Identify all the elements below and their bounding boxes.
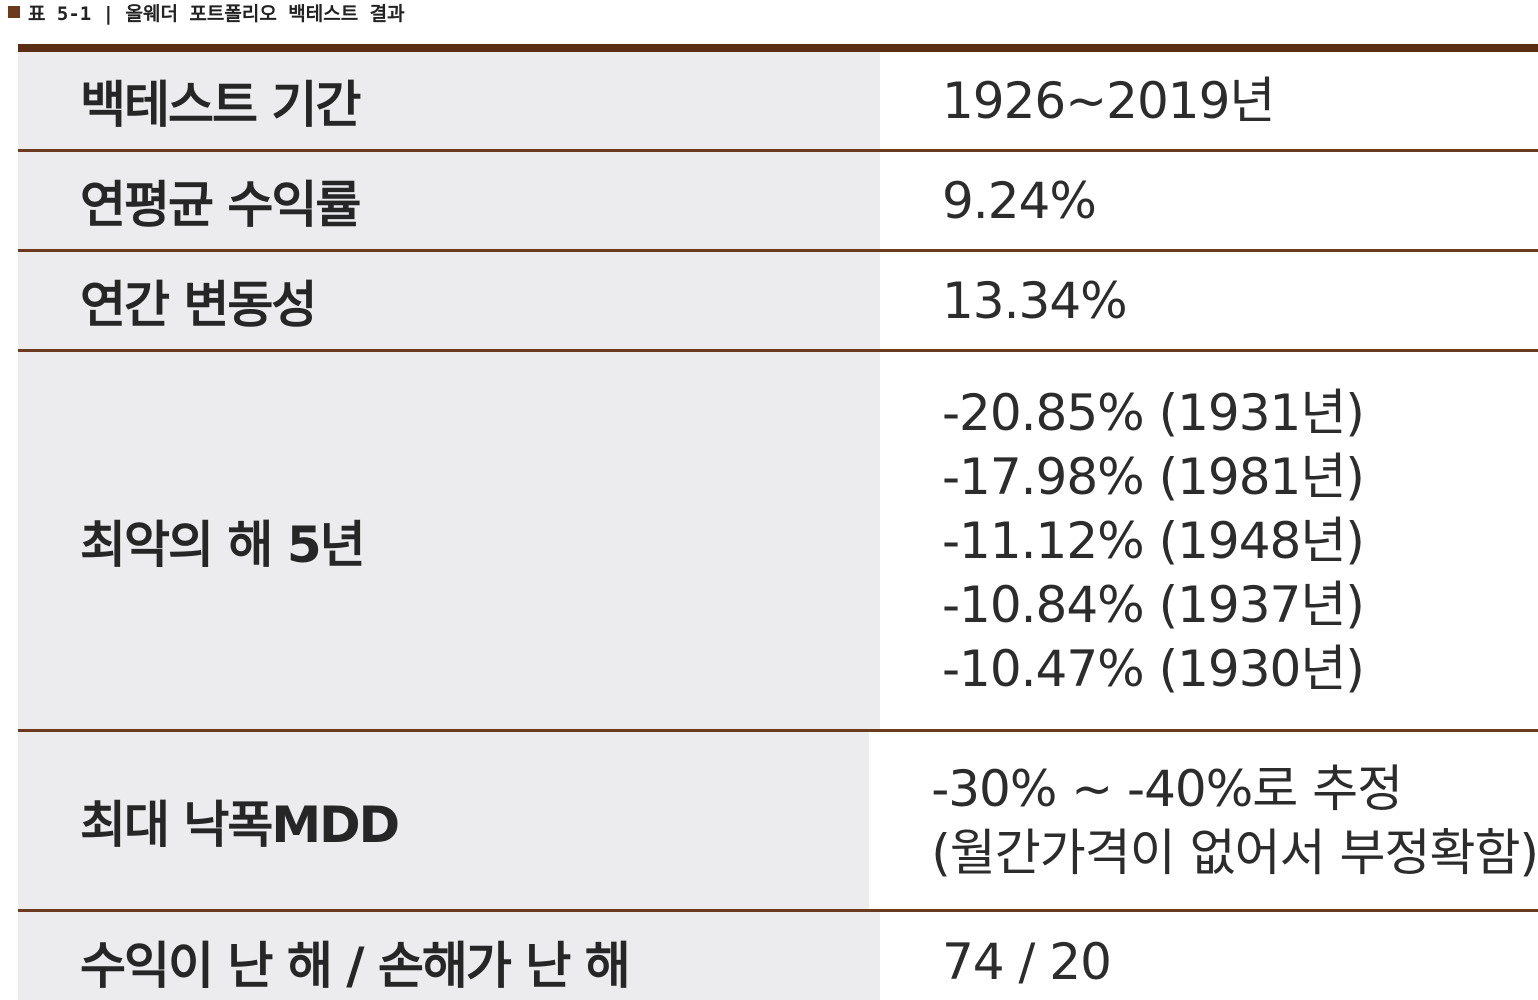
value-line: 9.24% <box>942 171 1097 230</box>
row-value: 1926~2019년 <box>880 52 1538 149</box>
value-line: 1926~2019년 <box>942 71 1275 130</box>
row-label: 최악의 해 5년 <box>18 352 880 729</box>
row-value: -30% ~ -40%로 추정 (월간가격이 없어서 부정확함) <box>869 732 1538 909</box>
value-line: -10.84% (1937년) <box>942 575 1365 634</box>
row-value: 74 / 20 <box>880 912 1538 1000</box>
value-line: -17.98% (1981년) <box>942 447 1365 506</box>
value-line: -11.12% (1948년) <box>942 511 1365 570</box>
value-line: -10.47% (1930년) <box>942 639 1365 698</box>
caption-text: 표 5-1 | 올웨더 포트폴리오 백테스트 결과 <box>28 2 405 25</box>
table-row-gain-loss-years: 수익이 난 해 / 손해가 난 해 74 / 20 <box>18 912 1538 1000</box>
row-label: 백테스트 기간 <box>18 52 880 149</box>
table-caption: 표 5-1 | 올웨더 포트폴리오 백테스트 결과 <box>8 0 405 25</box>
value-line: 74 / 20 <box>942 933 1112 991</box>
table-row-worst-years: 최악의 해 5년 -20.85% (1931년) -17.98% (1981년)… <box>18 352 1538 732</box>
row-value: 9.24% <box>880 152 1538 249</box>
row-label: 연평균 수익률 <box>18 152 880 249</box>
square-bullet-icon <box>8 6 20 18</box>
table-row-annual-volatility: 연간 변동성 13.34% <box>18 252 1538 352</box>
row-label: 수익이 난 해 / 손해가 난 해 <box>18 912 880 1000</box>
row-value: -20.85% (1931년) -17.98% (1981년) -11.12% … <box>880 352 1538 729</box>
value-line: -30% ~ -40%로 추정 <box>931 759 1403 818</box>
value-line: 13.34% <box>942 271 1128 330</box>
row-label: 최대 낙폭MDD <box>18 732 870 909</box>
row-label: 연간 변동성 <box>18 252 880 349</box>
backtest-table: 백테스트 기간 1926~2019년 연평균 수익률 9.24% 연간 변동성 … <box>18 44 1538 1000</box>
value-line: (월간가격이 없어서 부정확함) <box>931 823 1538 882</box>
table-row-backtest-period: 백테스트 기간 1926~2019년 <box>18 52 1538 152</box>
value-line: -20.85% (1931년) <box>942 383 1365 442</box>
table-top-rule <box>18 44 1538 52</box>
table-row-annual-return: 연평균 수익률 9.24% <box>18 152 1538 252</box>
row-value: 13.34% <box>880 252 1538 349</box>
table-row-max-drawdown: 최대 낙폭MDD -30% ~ -40%로 추정 (월간가격이 없어서 부정확함… <box>18 732 1538 912</box>
